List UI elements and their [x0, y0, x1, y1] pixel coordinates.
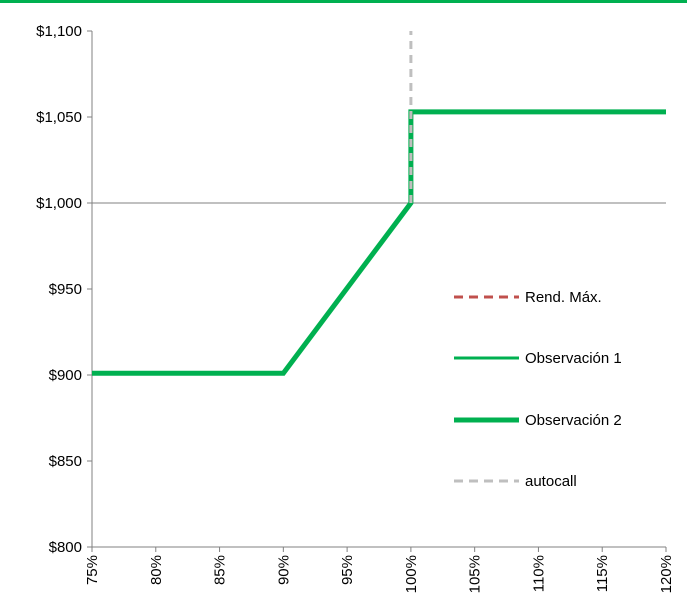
series-line-2 [92, 109, 666, 376]
x-tick-label: 105% [467, 555, 484, 593]
x-tick-label: 100% [403, 555, 420, 593]
legend-label-3: autocall [525, 473, 577, 490]
y-tick-label: $1,000 [36, 195, 82, 212]
y-tick-label: $850 [49, 453, 82, 470]
y-tick-label: $1,050 [36, 109, 82, 126]
x-tick-label: 115% [594, 555, 611, 592]
legend-label-1: Observación 1 [525, 350, 622, 367]
x-tick-labels: 75% 80% 85% 90% 95% 100% 105% 110% 115% 120% [84, 555, 675, 593]
y-tick-label: $950 [49, 281, 82, 298]
x-tick-label: 120% [658, 555, 675, 593]
x-tick-label: 90% [275, 555, 292, 585]
y-tick-label: $1,100 [36, 23, 82, 40]
legend: Rend. Máx. Observación 1 Observación 2 auto… [454, 289, 622, 490]
y-tick-label: $900 [49, 367, 82, 384]
x-tick-label: 85% [212, 555, 229, 585]
y-tick-label: $800 [49, 539, 82, 556]
x-tick-label: 80% [148, 555, 165, 585]
top-accent-rule [0, 0, 687, 3]
x-tick-label: 95% [339, 555, 356, 585]
x-tick-label: 75% [84, 555, 101, 585]
x-tick-label: 110% [530, 555, 547, 592]
chart-axes [87, 30, 667, 552]
series-layer [92, 31, 666, 376]
legend-label-0: Rend. Máx. [525, 289, 602, 306]
y-tick-labels: $800 $850 $900 $950 $1,000 $1,050 $1,100 [36, 23, 82, 556]
legend-label-2: Observación 2 [525, 412, 622, 429]
